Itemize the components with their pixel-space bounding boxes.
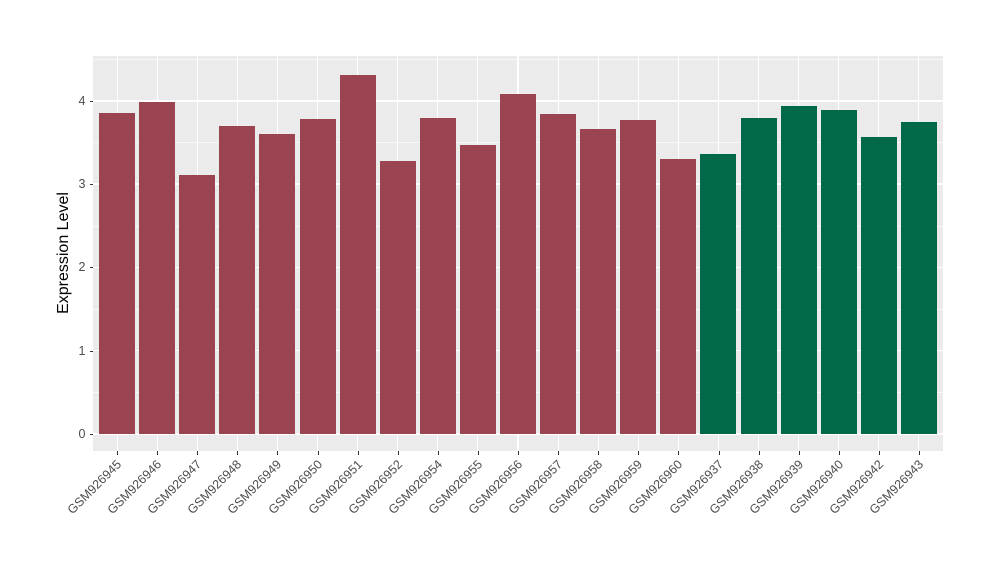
- bar-GSM926952: [379, 160, 416, 434]
- plot-panel: [93, 56, 943, 451]
- bar-GSM926947: [179, 174, 216, 434]
- bar-GSM926950: [299, 119, 336, 434]
- y-tick-label: 1: [78, 343, 86, 358]
- x-tick-mark: [838, 451, 840, 455]
- y-tick-label: 2: [78, 260, 86, 275]
- bar-GSM926959: [620, 119, 657, 434]
- bar-GSM926954: [419, 118, 456, 434]
- x-tick-mark: [277, 451, 279, 455]
- bar-GSM926960: [660, 159, 697, 434]
- x-tick-mark: [518, 451, 519, 455]
- x-tick-mark: [918, 451, 920, 455]
- bar-GSM926956: [500, 94, 537, 434]
- x-tick-mark: [798, 451, 800, 455]
- x-tick-mark: [638, 451, 640, 455]
- bar-GSM926940: [820, 109, 857, 434]
- x-tick-label: GSM926943: [866, 457, 927, 517]
- x-tick-mark: [878, 451, 880, 455]
- x-tick-mark: [718, 451, 720, 455]
- y-axis-title: Expression Level: [55, 192, 72, 314]
- y-tick-mark: [89, 434, 93, 435]
- bar-GSM926939: [780, 105, 817, 434]
- y-tick-mark: [89, 100, 93, 102]
- bar-GSM926949: [259, 134, 296, 434]
- bar-GSM926938: [740, 118, 777, 434]
- x-tick-mark: [477, 451, 479, 455]
- bar-GSM926958: [580, 129, 617, 434]
- x-tick-mark: [678, 451, 680, 455]
- y-tick-mark: [89, 350, 93, 352]
- x-tick-mark: [237, 451, 239, 455]
- x-tick-mark: [197, 451, 199, 455]
- y-tick-mark: [89, 184, 93, 185]
- x-tick-mark: [117, 451, 119, 455]
- bar-GSM926943: [900, 122, 937, 434]
- x-tick-mark: [397, 451, 399, 455]
- x-tick-mark: [357, 451, 359, 455]
- bar-GSM926951: [339, 74, 376, 434]
- bar-GSM926957: [540, 114, 577, 434]
- x-tick-mark: [758, 451, 760, 455]
- y-tick-mark: [89, 267, 93, 269]
- x-tick-mark: [598, 451, 600, 455]
- bar-GSM926937: [700, 154, 737, 434]
- bar-GSM926945: [99, 113, 136, 434]
- bar-GSM926948: [219, 125, 256, 434]
- bar-GSM926955: [459, 144, 496, 434]
- bar-GSM926946: [139, 102, 176, 434]
- x-tick-mark: [317, 451, 319, 455]
- x-tick-mark: [558, 451, 560, 455]
- y-tick-label: 0: [78, 427, 86, 441]
- x-tick-mark: [157, 451, 159, 455]
- y-tick-label: 4: [78, 93, 86, 108]
- bar-GSM926942: [860, 137, 897, 434]
- y-tick-label: 3: [78, 177, 86, 191]
- x-tick-mark: [437, 451, 439, 455]
